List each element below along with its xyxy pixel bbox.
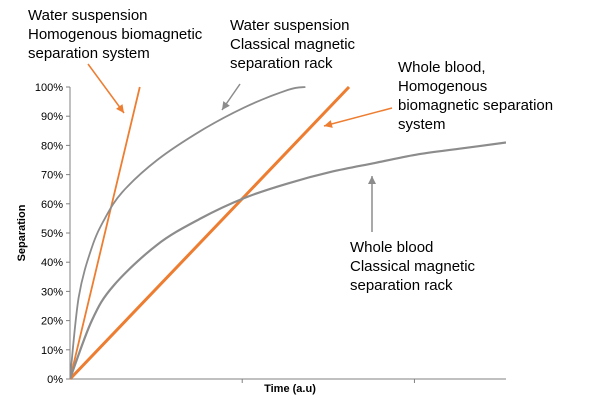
series-line-4: [70, 141, 506, 380]
y-tick-labels: 0% 10% 20% 30% 40% 50% 60% 70% 80% 90% 100%: [35, 82, 63, 386]
arrow-head-3: [324, 120, 333, 128]
arrow-head-4: [368, 176, 376, 184]
x-axis-label: Time (a.u): [264, 383, 316, 395]
annotation-blood-homog-line-3: biomagnetic separation: [398, 97, 553, 114]
arrow-head-2: [222, 101, 230, 110]
y-tick-label-8: 80%: [41, 140, 63, 152]
annotation-water-homog-line-2: Homogenous biomagnetic: [28, 26, 203, 43]
annotation-blood-homog-line-1: Whole blood,: [398, 59, 486, 76]
annotation-water-classic-line-2: Classical magnetic: [230, 36, 356, 53]
y-tick-label-2: 20%: [41, 316, 63, 328]
annotation-water-homog-line-3: separation system: [28, 45, 150, 62]
annotation-blood-classic-line-2: Classical magnetic: [350, 258, 476, 275]
annotation-blood-classic-line-1: Whole blood: [350, 239, 433, 256]
annotation-water-homog-line-1: Water suspension: [28, 7, 148, 24]
annotation-blood-homog-line-2: Homogenous: [398, 78, 487, 95]
y-tick-label-9: 90%: [41, 111, 63, 123]
y-tick-label-3: 30%: [41, 286, 63, 298]
series-lines: [70, 86, 506, 380]
annotation-blood-classic-line-3: separation rack: [350, 277, 453, 294]
series-line-1: [70, 86, 141, 380]
arrow-line-3: [323, 107, 393, 127]
annotation-water-classic-line-3: separation rack: [230, 55, 333, 72]
y-tick-label-0: 0%: [47, 374, 63, 386]
series-line-2: [70, 86, 306, 380]
y-tick-label-6: 60%: [41, 199, 63, 211]
annotations: Water suspension Homogenous biomagnetic se…: [28, 7, 553, 294]
y-tick-label-1: 10%: [41, 345, 63, 357]
arrow-head-1: [116, 104, 124, 113]
series-line-3: [70, 86, 351, 380]
y-tick-label-7: 70%: [41, 170, 63, 182]
y-tick-label-5: 50%: [41, 228, 63, 240]
annotation-water-classic-line-1: Water suspension: [230, 17, 350, 34]
arrow-line-1: [87, 63, 125, 114]
y-tick-label-4: 40%: [41, 257, 63, 269]
annotation-blood-homog-line-4: system: [398, 116, 446, 133]
y-tick-label-10: 100%: [35, 82, 63, 94]
axes: [66, 86, 506, 383]
annotation-arrows: [87, 63, 393, 232]
y-axis-label: Separation: [16, 204, 28, 261]
